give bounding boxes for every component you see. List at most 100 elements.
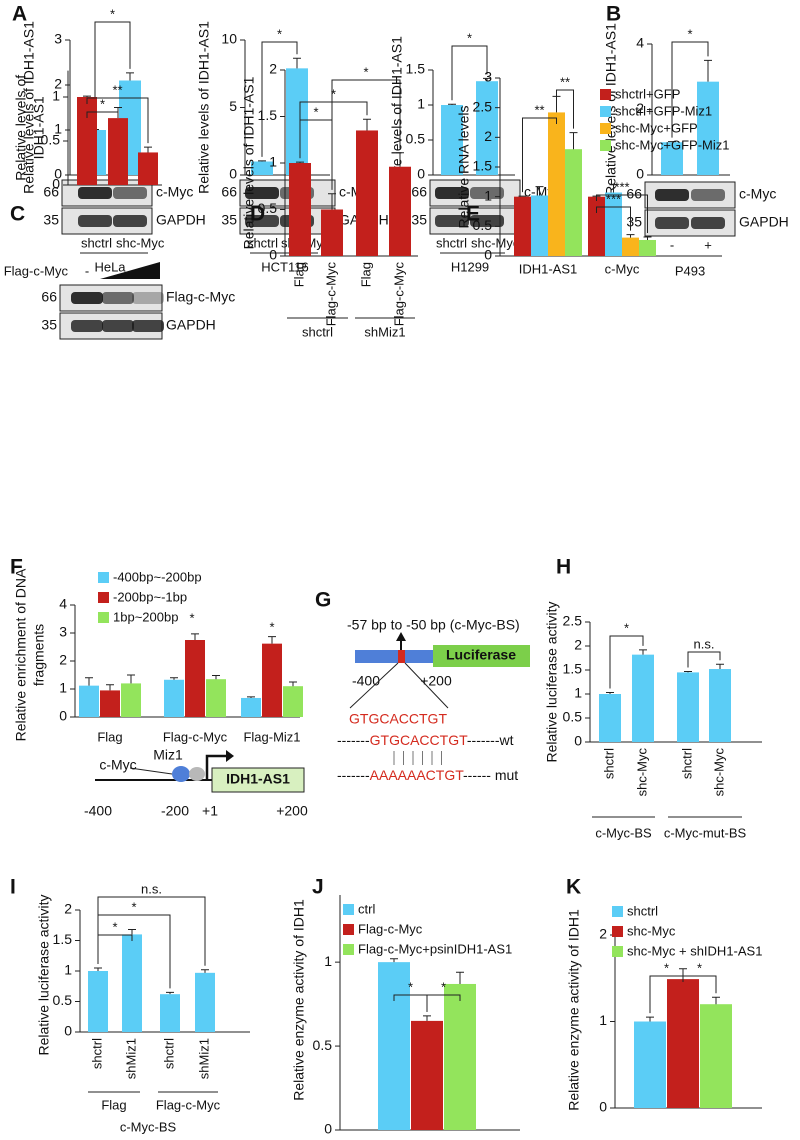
legend-swatch <box>612 906 623 917</box>
error-bar <box>85 677 93 686</box>
position-label: -400 <box>352 673 380 689</box>
miz1-factor <box>189 767 205 781</box>
error-bar <box>212 675 220 680</box>
error-bar <box>646 1016 654 1022</box>
blot-protein: c-Myc <box>156 184 193 200</box>
mut-sequence-part: AAAAAACTGT <box>370 767 465 783</box>
factor-pointer <box>129 767 173 775</box>
error-bar <box>712 996 720 1005</box>
legend-label: -400bp~-200bp <box>113 569 202 584</box>
x-tick-label: - <box>85 263 89 278</box>
position-label: +1 <box>202 803 218 819</box>
y-tick-label: 2 <box>574 637 582 653</box>
x-tick-label: - <box>670 237 674 252</box>
tss-arrow <box>205 754 226 780</box>
bar <box>709 669 731 742</box>
y-tick-label: 1 <box>269 154 277 170</box>
blot-band <box>102 320 134 332</box>
bar <box>444 983 476 1130</box>
bar <box>531 195 548 256</box>
panel-label: D <box>250 203 265 226</box>
error-bar <box>552 95 561 113</box>
bar <box>605 192 622 256</box>
blot-protein: GAPDH <box>166 317 216 333</box>
significance-bracket <box>426 994 461 1012</box>
site-label: -57 bp to -50 bp (c-Myc-BS) <box>347 617 520 633</box>
error-bar <box>128 929 136 935</box>
caption: c-Myc-BS <box>120 1119 177 1134</box>
x-tick-label: Flag <box>358 262 373 287</box>
bar <box>321 209 343 256</box>
y-tick-label: 0.5 <box>258 200 278 216</box>
y-tick-label: 4 <box>636 35 644 51</box>
significance-label: * <box>441 979 446 994</box>
y-tick-label: 2 <box>636 100 644 116</box>
dose-triangle <box>100 262 160 279</box>
y-tick-label: 0 <box>229 166 237 182</box>
significance-bracket <box>596 206 631 231</box>
y-tick-label: 0.5 <box>53 992 73 1008</box>
bar <box>389 166 411 256</box>
error-bar <box>716 663 724 670</box>
y-axis-label: Relative levels of <box>13 75 29 181</box>
y-tick-label: 0.5 <box>313 1037 333 1053</box>
x-tick-label: Flag <box>291 262 306 287</box>
panel-label: G <box>315 589 331 612</box>
x-tick-label: Flag-c-Myc <box>163 729 228 744</box>
bar <box>622 237 639 256</box>
y-tick-label: 2 <box>269 61 277 77</box>
zoom-lines <box>349 662 449 709</box>
y-tick-label: 1 <box>484 187 492 203</box>
panel-label: J <box>312 876 324 899</box>
legend-swatch <box>600 89 611 100</box>
significance-bracket <box>451 45 488 101</box>
bar <box>639 239 656 256</box>
wt-sequence-part: GTGCACCTGT <box>370 732 468 748</box>
x-tick-label: shc-Myc <box>711 748 726 797</box>
y-tick-label: 2.5 <box>473 98 493 114</box>
x-tick-label: shc-Myc <box>471 235 520 250</box>
y-tick-label: 0 <box>574 733 582 749</box>
significance-label: * <box>189 610 194 625</box>
blot-band <box>470 187 504 199</box>
legend-label: shc-Myc+GFP-Miz1 <box>615 137 729 152</box>
wt-sequence: -------GTGCACCTGT-------wt <box>337 732 514 748</box>
blot-marker: 66 <box>41 289 57 305</box>
y-tick-label: 1 <box>324 953 332 969</box>
bar <box>160 994 180 1032</box>
significance-label: * <box>687 26 692 41</box>
significance-label: *** <box>614 179 629 194</box>
y-axis-label: IDH1-AS1 <box>31 96 47 159</box>
y-tick-label: 0 <box>52 176 60 192</box>
significance-bracket <box>522 117 557 193</box>
bar <box>476 81 498 175</box>
x-tick-label: + <box>704 237 712 252</box>
y-axis-label: Relative levels of IDH1-AS1 <box>21 21 37 194</box>
error-bar <box>126 72 134 81</box>
x-tick-label: shctrl <box>436 235 467 250</box>
panel-label: C <box>10 203 25 226</box>
legend-label: shc-Myc + shIDH1-AS1 <box>627 943 762 958</box>
mut-sequence-part: ------- <box>337 767 370 783</box>
error-bar <box>191 633 199 640</box>
error-bar <box>569 132 578 150</box>
error-bar <box>144 146 152 153</box>
legend-swatch <box>343 944 354 955</box>
significance-bracket <box>94 21 131 126</box>
y-axis-label: Relative enrichment of DNA <box>13 568 29 741</box>
blot-marker: 35 <box>411 212 427 228</box>
bar <box>697 81 719 175</box>
significance-bracket <box>682 975 717 994</box>
legend-swatch <box>343 924 354 935</box>
y-tick-label: 1 <box>54 121 62 137</box>
binding-site <box>398 650 405 663</box>
blot-marker: 66 <box>43 184 59 200</box>
y-tick-label: 2 <box>484 128 492 144</box>
bar <box>632 654 654 742</box>
x-tick-label: shc-Myc <box>116 235 165 250</box>
y-axis-label: Relative enzyme activity of IDH1 <box>566 909 582 1111</box>
error-bar <box>668 141 676 143</box>
legend-swatch <box>98 592 109 603</box>
y-tick-label: 1.5 <box>258 107 278 123</box>
